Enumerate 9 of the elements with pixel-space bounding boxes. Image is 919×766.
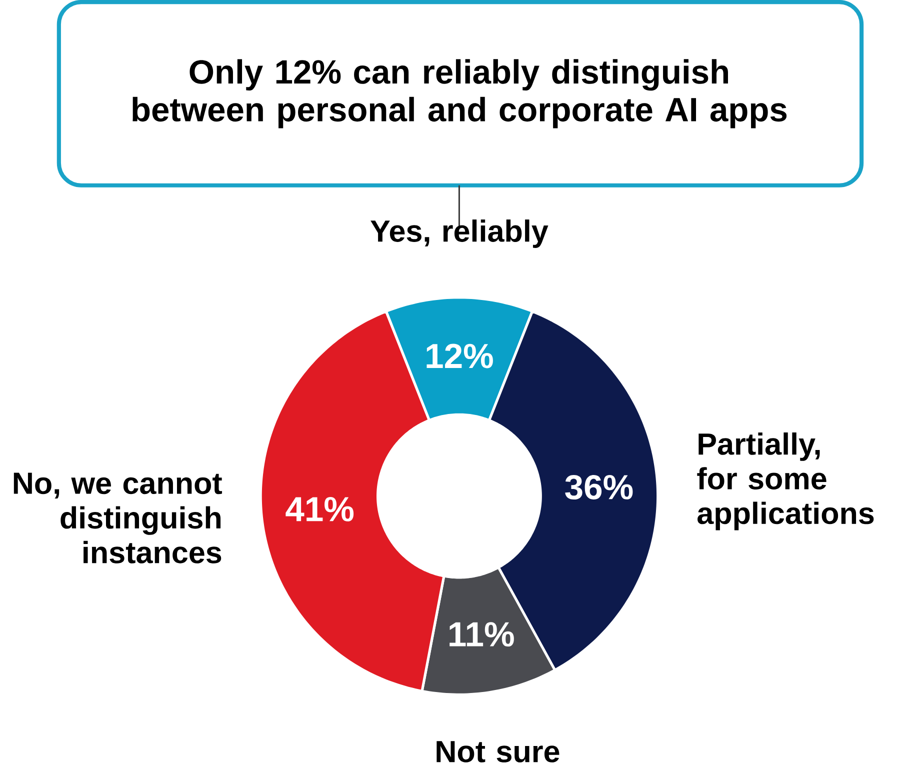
slice-label: Not sure bbox=[436, 741, 560, 762]
slice-label: No, we cannot distinguish instances bbox=[14, 472, 222, 564]
data-label: 36% bbox=[565, 475, 633, 500]
data-label: 41% bbox=[286, 497, 354, 522]
slice-label: Yes, reliably bbox=[370, 220, 548, 248]
chart-title: Only 12% can reliably distinguish between personal and corporate AI apps bbox=[132, 59, 787, 128]
slice-label: Partially, for some applications bbox=[697, 432, 874, 530]
data-label: 12% bbox=[426, 344, 493, 368]
data-label: 11% bbox=[450, 622, 514, 647]
